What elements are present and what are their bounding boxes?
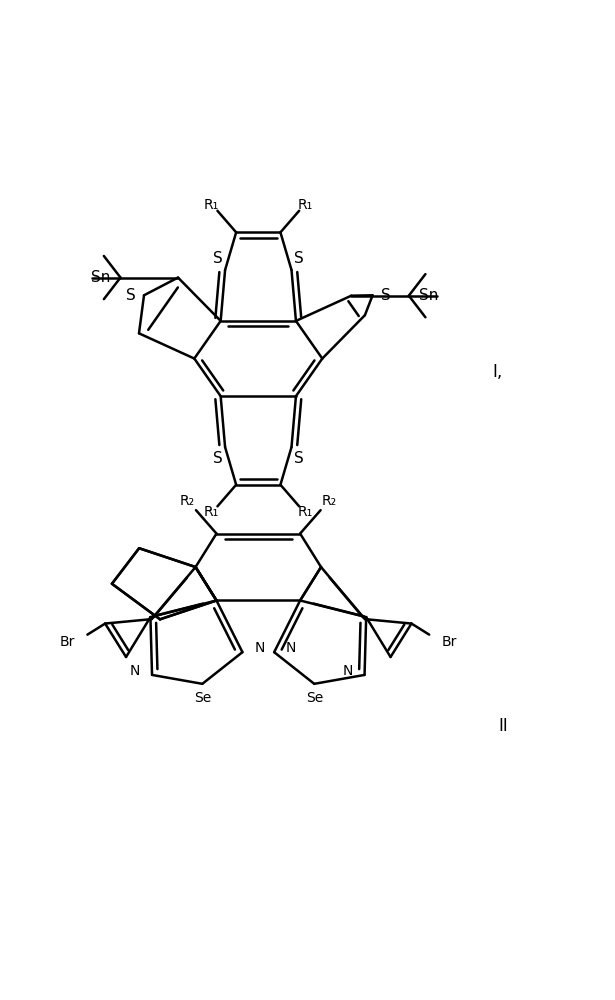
Text: S: S [213, 251, 223, 266]
Text: R₁: R₁ [204, 198, 220, 212]
Text: R₂: R₂ [180, 494, 195, 508]
Text: I,: I, [492, 363, 502, 381]
Text: Sn: Sn [419, 288, 438, 303]
Text: S: S [294, 451, 303, 466]
Text: S: S [294, 251, 303, 266]
Text: N: N [343, 664, 353, 678]
Text: II: II [498, 717, 508, 735]
Text: N: N [130, 664, 140, 678]
Text: R₁: R₁ [204, 505, 220, 519]
Text: Sn: Sn [92, 270, 111, 285]
Text: N: N [286, 641, 296, 655]
Text: R₁: R₁ [297, 505, 312, 519]
Text: Br: Br [442, 635, 457, 649]
Text: Br: Br [60, 635, 75, 649]
Text: Se: Se [306, 691, 323, 705]
Text: Se: Se [194, 691, 211, 705]
Text: R₂: R₂ [322, 494, 337, 508]
Text: N: N [254, 641, 264, 655]
Text: R₁: R₁ [297, 198, 312, 212]
Text: S: S [381, 288, 391, 303]
Text: S: S [126, 288, 136, 303]
Text: S: S [213, 451, 223, 466]
